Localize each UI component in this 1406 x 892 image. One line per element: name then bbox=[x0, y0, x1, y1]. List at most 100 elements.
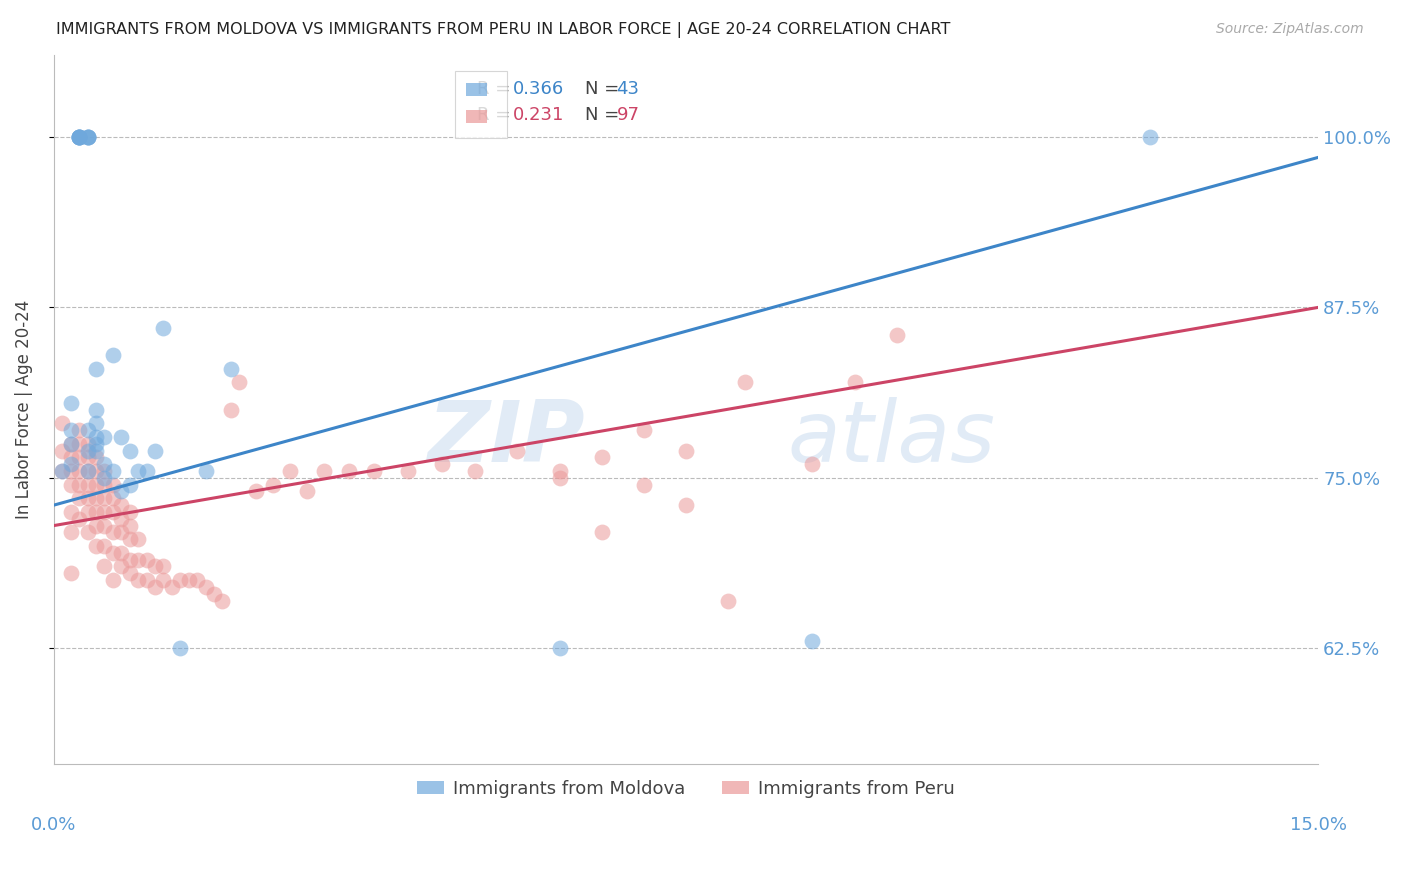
Point bbox=[396, 464, 419, 478]
Text: R =: R = bbox=[478, 80, 516, 98]
Point bbox=[548, 641, 571, 656]
Point bbox=[717, 593, 740, 607]
Point bbox=[59, 457, 82, 471]
Point bbox=[245, 484, 267, 499]
Point bbox=[633, 423, 655, 437]
Point bbox=[59, 396, 82, 410]
Point bbox=[84, 443, 107, 458]
Point bbox=[59, 450, 82, 465]
Point bbox=[152, 559, 174, 574]
Point bbox=[84, 450, 107, 465]
Text: N =: N = bbox=[585, 106, 624, 124]
Point bbox=[76, 464, 98, 478]
Point bbox=[67, 423, 90, 437]
Point bbox=[312, 464, 335, 478]
Point bbox=[801, 457, 824, 471]
Point bbox=[84, 539, 107, 553]
Point bbox=[67, 130, 90, 145]
Point bbox=[101, 505, 124, 519]
Point bbox=[278, 464, 301, 478]
Point bbox=[51, 443, 73, 458]
Point bbox=[118, 552, 141, 566]
Point bbox=[194, 580, 217, 594]
Point bbox=[169, 641, 191, 656]
Point bbox=[110, 546, 132, 560]
Point bbox=[93, 464, 115, 478]
Point bbox=[118, 477, 141, 491]
Point bbox=[219, 361, 242, 376]
Point bbox=[59, 436, 82, 450]
Point bbox=[76, 130, 98, 145]
Point bbox=[143, 580, 166, 594]
Point bbox=[76, 130, 98, 145]
Point bbox=[464, 464, 486, 478]
Point bbox=[127, 464, 149, 478]
Point bbox=[93, 471, 115, 485]
Point bbox=[430, 457, 453, 471]
Point bbox=[202, 587, 225, 601]
Point bbox=[101, 348, 124, 362]
Point bbox=[76, 491, 98, 506]
Point bbox=[675, 443, 697, 458]
Point bbox=[143, 559, 166, 574]
Point bbox=[219, 402, 242, 417]
Point bbox=[67, 477, 90, 491]
Point bbox=[84, 430, 107, 444]
Point bbox=[76, 130, 98, 145]
Text: 15.0%: 15.0% bbox=[1289, 816, 1347, 834]
Point bbox=[591, 450, 613, 465]
Point bbox=[59, 505, 82, 519]
Point bbox=[93, 539, 115, 553]
Point bbox=[93, 430, 115, 444]
Point bbox=[211, 593, 233, 607]
Text: Source: ZipAtlas.com: Source: ZipAtlas.com bbox=[1216, 22, 1364, 37]
Point bbox=[84, 361, 107, 376]
Point bbox=[110, 525, 132, 540]
Point bbox=[76, 450, 98, 465]
Point bbox=[84, 518, 107, 533]
Point bbox=[93, 457, 115, 471]
Point bbox=[76, 525, 98, 540]
Point bbox=[110, 484, 132, 499]
Point bbox=[101, 525, 124, 540]
Point bbox=[118, 566, 141, 581]
Point bbox=[84, 436, 107, 450]
Point bbox=[886, 327, 908, 342]
Point bbox=[76, 130, 98, 145]
Point bbox=[67, 450, 90, 465]
Point bbox=[801, 634, 824, 648]
Y-axis label: In Labor Force | Age 20-24: In Labor Force | Age 20-24 bbox=[15, 300, 32, 519]
Point bbox=[84, 402, 107, 417]
Text: 0.0%: 0.0% bbox=[31, 816, 76, 834]
Point bbox=[118, 518, 141, 533]
Point bbox=[67, 464, 90, 478]
Point bbox=[110, 512, 132, 526]
Text: 0.366: 0.366 bbox=[513, 80, 564, 98]
Point bbox=[84, 417, 107, 431]
Point bbox=[101, 464, 124, 478]
Point bbox=[93, 559, 115, 574]
Point bbox=[59, 566, 82, 581]
Point bbox=[59, 436, 82, 450]
Point bbox=[76, 443, 98, 458]
Point bbox=[127, 552, 149, 566]
Point bbox=[84, 505, 107, 519]
Text: 97: 97 bbox=[616, 106, 640, 124]
Point bbox=[67, 130, 90, 145]
Point bbox=[169, 573, 191, 587]
Point bbox=[118, 533, 141, 547]
Text: atlas: atlas bbox=[787, 397, 995, 480]
Point bbox=[127, 533, 149, 547]
Point bbox=[337, 464, 360, 478]
Point bbox=[135, 573, 157, 587]
Text: 43: 43 bbox=[616, 80, 640, 98]
Point bbox=[84, 491, 107, 506]
Point bbox=[127, 573, 149, 587]
Point bbox=[93, 477, 115, 491]
Point bbox=[186, 573, 208, 587]
Point bbox=[548, 464, 571, 478]
Point bbox=[93, 491, 115, 506]
Point bbox=[506, 443, 529, 458]
Point bbox=[51, 464, 73, 478]
Point bbox=[67, 491, 90, 506]
